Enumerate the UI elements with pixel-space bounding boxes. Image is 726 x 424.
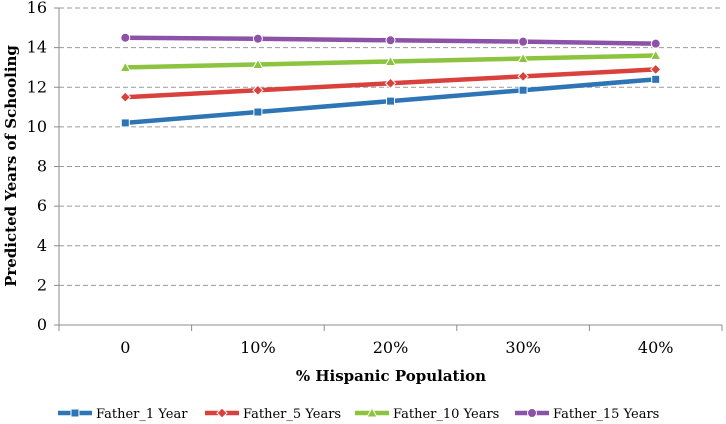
- data-point: [386, 96, 395, 106]
- data-point: [517, 70, 529, 83]
- data-point: [119, 91, 132, 103]
- data-point: [384, 77, 397, 89]
- data-point: [649, 49, 662, 61]
- data-point: [252, 84, 264, 96]
- data-point: [385, 35, 396, 46]
- y-tick-label: 10: [27, 117, 47, 136]
- data-point: [384, 55, 397, 66]
- legend-item: Father_10 Years: [355, 406, 499, 422]
- legend-marker: [366, 406, 378, 418]
- legend-label: Father_10 Years: [393, 407, 499, 422]
- y-tick-label: 14: [27, 38, 47, 57]
- y-tick-label: 2: [37, 275, 47, 294]
- y-tick-label: 8: [37, 157, 47, 176]
- data-point: [518, 85, 528, 95]
- series-1: [120, 74, 661, 128]
- y-tick-label: 0: [37, 315, 47, 334]
- legend-label: Father_5 Years: [243, 407, 341, 422]
- x-tick-label: 30%: [505, 338, 541, 357]
- legend-item: Father_5 Years: [205, 407, 341, 422]
- series-lines: [119, 32, 662, 128]
- x-tick-label: 40%: [638, 338, 674, 357]
- data-point: [252, 33, 263, 44]
- data-point: [517, 52, 529, 64]
- series-4: [120, 32, 661, 49]
- legend-label: Father_1 Year: [96, 407, 188, 422]
- axes: [54, 7, 723, 331]
- legend-marker: [70, 408, 80, 418]
- y-tick-label: 6: [37, 196, 47, 215]
- data-point: [650, 38, 661, 49]
- legend-marker: [216, 407, 228, 419]
- y-axis-title: Predicted Years of Schooling: [2, 45, 20, 287]
- x-tick-labels: 0 10% 20% 30% 40%: [120, 338, 673, 357]
- data-point: [651, 74, 661, 84]
- y-tick-label: 4: [37, 236, 47, 255]
- x-tick-label: 20%: [373, 338, 409, 357]
- x-axis-title: % Hispanic Population: [296, 367, 486, 385]
- data-point: [253, 107, 263, 117]
- data-point: [119, 61, 132, 72]
- legend-label: Father_15 Years: [553, 407, 659, 422]
- series-3: [119, 49, 662, 72]
- gridlines: [59, 7, 722, 286]
- data-point: [120, 32, 131, 43]
- x-tick-label: 10%: [240, 338, 276, 357]
- data-point: [518, 36, 529, 47]
- legend: Father_1 Year Father_5 Years Father_10 Yea…: [58, 406, 659, 422]
- legend-item: Father_15 Years: [515, 407, 659, 422]
- data-point: [120, 118, 130, 128]
- y-tick-label: 12: [27, 77, 47, 96]
- legend-item: Father_1 Year: [58, 407, 188, 422]
- legend-marker: [527, 408, 537, 418]
- y-tick-label: 16: [27, 0, 47, 17]
- data-point: [252, 58, 264, 69]
- data-point: [649, 63, 662, 76]
- y-tick-labels: 0 2 4 6 8 10 12 14 16: [27, 0, 47, 334]
- x-tick-label: 0: [120, 338, 130, 357]
- series-2: [119, 63, 662, 103]
